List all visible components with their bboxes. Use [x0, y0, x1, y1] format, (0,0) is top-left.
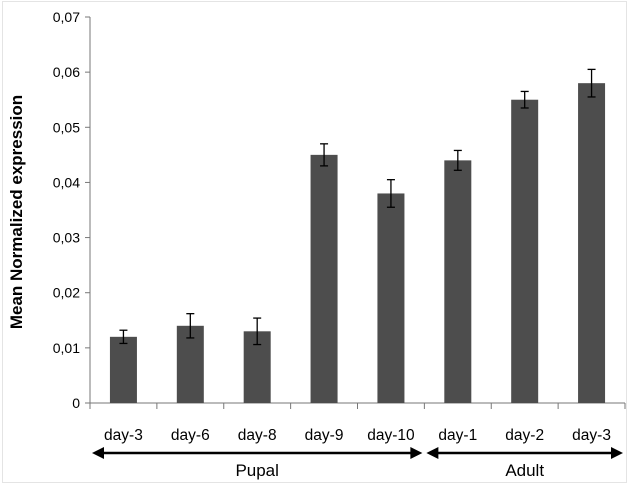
y-tick-label: 0,05 — [53, 119, 80, 135]
group-arrowhead-right — [611, 447, 623, 459]
error-bars — [119, 68, 596, 346]
x-tick-label: day-2 — [505, 427, 544, 444]
x-tick-label: day-10 — [367, 427, 415, 444]
group-label: Adult — [505, 461, 544, 480]
y-tick-label: 0,06 — [53, 64, 80, 80]
bar — [310, 154, 338, 403]
group-label: Pupal — [235, 461, 278, 480]
bars — [109, 83, 606, 404]
y-tick-label: 0,03 — [53, 230, 80, 246]
group-arrowhead-left — [426, 447, 439, 459]
y-tick-label: 0,07 — [53, 9, 80, 25]
group-arrowhead-right — [410, 447, 423, 459]
x-axis: day-3 day-6 day-8 day-9 day-10 day-1 day-2 day-… — [89, 402, 626, 444]
group-brackets: Pupal Adult — [92, 447, 623, 480]
bar — [109, 336, 137, 403]
y-tick-label: 0 — [72, 395, 80, 411]
bar — [578, 83, 606, 404]
y-tick-label: 0,04 — [53, 174, 80, 190]
x-tick-label: day-3 — [572, 427, 611, 444]
bar — [444, 160, 472, 403]
y-tick-label: 0,02 — [53, 285, 80, 301]
bar — [511, 99, 539, 403]
y-axis: 0 0,01 0,02 0,03 0,04 0,05 0,06 0,07 — [53, 9, 91, 411]
group-arrowhead-left — [92, 447, 104, 459]
x-tick-label: day-8 — [238, 427, 277, 444]
y-axis-label: Mean Normalized expression — [7, 95, 26, 329]
x-tick-label: day-6 — [171, 427, 210, 444]
x-tick-label: day-9 — [305, 427, 344, 444]
bar — [176, 325, 204, 403]
bar — [377, 193, 405, 403]
x-tick-label: day-3 — [104, 427, 143, 444]
x-tick-label: day-1 — [438, 427, 477, 444]
y-tick-label: 0,01 — [53, 340, 80, 356]
